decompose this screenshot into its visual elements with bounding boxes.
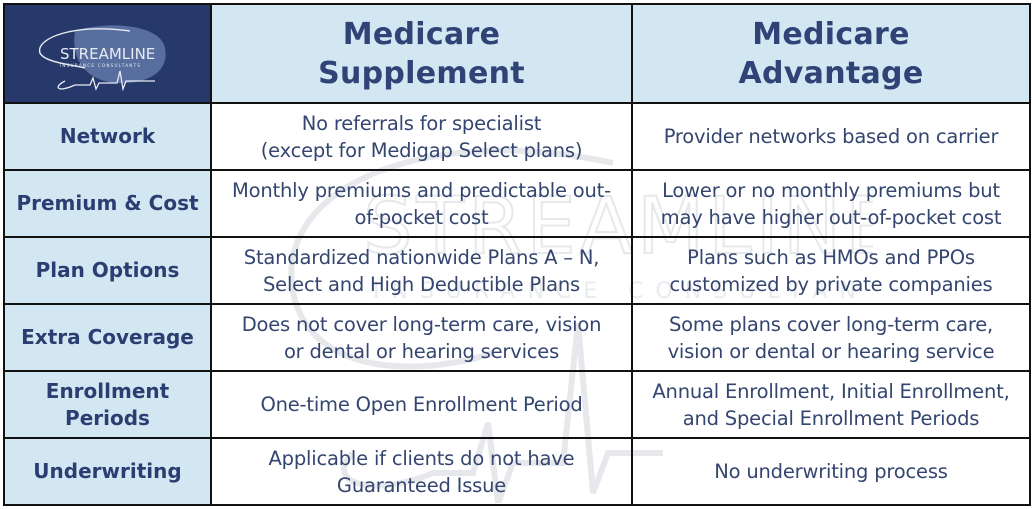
advantage-cell: Plans such as HMOs and PPOs customized b… bbox=[631, 236, 1031, 305]
cell-text: may have higher out-of-pocket cost bbox=[660, 205, 1002, 229]
cell-text: or dental or hearing services bbox=[283, 339, 560, 363]
cell-text: (except for Medigap Select plans) bbox=[260, 138, 583, 162]
advantage-cell: Some plans cover long-term care, vision … bbox=[631, 303, 1031, 372]
cell-text: Select and High Deductible Plans bbox=[262, 272, 581, 296]
advantage-cell: Annual Enrollment, Initial Enrollment, a… bbox=[631, 370, 1031, 439]
cell-text: One-time Open Enrollment Period bbox=[260, 393, 583, 416]
cell-text: and Special Enrollment Periods bbox=[682, 406, 980, 430]
medicare-comparison-table: STREAMLINE INSURANCE CONSULTANTS Medicar… bbox=[3, 3, 1031, 506]
cell-text: Standardized nationwide Plans A – N, bbox=[243, 245, 600, 269]
row-label-text: Network bbox=[59, 124, 156, 148]
cell-text: customized by private companies bbox=[669, 272, 993, 296]
cell-text: No referrals for specialist bbox=[301, 111, 542, 135]
row-label: Plan Options bbox=[3, 236, 212, 305]
row-label: Underwriting bbox=[3, 437, 212, 506]
advantage-cell: Provider networks based on carrier bbox=[631, 102, 1031, 171]
row-label: Extra Coverage bbox=[3, 303, 212, 372]
table-row-plan-options: Plan Options Standardized nationwide Pla… bbox=[3, 236, 1031, 305]
row-label-text: Periods bbox=[65, 405, 150, 430]
row-label-text: Extra Coverage bbox=[21, 325, 194, 349]
logo-cell: STREAMLINE INSURANCE CONSULTANTS bbox=[3, 3, 212, 104]
supplement-cell: Applicable if clients do not have Guaran… bbox=[210, 437, 633, 506]
cell-text: Guaranteed Issue bbox=[336, 473, 507, 497]
cell-text: Applicable if clients do not have bbox=[268, 446, 575, 470]
column-header-medicare-supplement: Medicare Supplement bbox=[210, 3, 633, 104]
svg-text:INSURANCE CONSULTANTS: INSURANCE CONSULTANTS bbox=[60, 63, 141, 68]
supplement-cell: Does not cover long-term care, vision or… bbox=[210, 303, 633, 372]
cell-text: Lower or no monthly premiums but bbox=[662, 178, 1000, 202]
comparison-table-wrapper: STREAMLINE INSURANCE CONSULTANTS STREAML… bbox=[3, 3, 1031, 506]
streamline-logo-icon: STREAMLINE INSURANCE CONSULTANTS bbox=[39, 25, 166, 92]
column-header-line: Medicare bbox=[342, 16, 501, 52]
cell-text: Does not cover long-term care, vision bbox=[241, 312, 602, 336]
row-label-text: Plan Options bbox=[35, 258, 180, 282]
row-label-text: Underwriting bbox=[33, 459, 182, 483]
advantage-cell: No underwriting process bbox=[631, 437, 1031, 506]
advantage-cell: Lower or no monthly premiums but may hav… bbox=[631, 169, 1031, 238]
column-header-line: Medicare bbox=[752, 16, 910, 52]
table-row-underwriting: Underwriting Applicable if clients do no… bbox=[3, 437, 1031, 506]
cell-text: of-pocket cost bbox=[354, 205, 489, 229]
svg-text:STREAMLINE: STREAMLINE bbox=[60, 45, 155, 63]
cell-text: No underwriting process bbox=[714, 460, 948, 483]
table-row-network: Network No referrals for specialist (exc… bbox=[3, 102, 1031, 171]
column-header-line: Supplement bbox=[318, 55, 525, 91]
supplement-cell: No referrals for specialist (except for … bbox=[210, 102, 633, 171]
cell-text: Monthly premiums and predictable out- bbox=[232, 178, 611, 202]
table-row-extra-coverage: Extra Coverage Does not cover long-term … bbox=[3, 303, 1031, 372]
column-header-line: Advantage bbox=[738, 55, 924, 91]
cell-text: Provider networks based on carrier bbox=[663, 125, 999, 148]
row-label: Enrollment Periods bbox=[3, 370, 212, 439]
supplement-cell: One-time Open Enrollment Period bbox=[210, 370, 633, 439]
row-label-text: Premium & Cost bbox=[16, 191, 199, 215]
cell-text: Plans such as HMOs and PPOs bbox=[687, 245, 975, 269]
supplement-cell: Monthly premiums and predictable out- of… bbox=[210, 169, 633, 238]
cell-text: Some plans cover long-term care, bbox=[668, 312, 994, 336]
cell-text: vision or dental or hearing service bbox=[667, 339, 995, 363]
supplement-cell: Standardized nationwide Plans A – N, Sel… bbox=[210, 236, 633, 305]
table-row-enrollment-periods: Enrollment Periods One-time Open Enrollm… bbox=[3, 370, 1031, 439]
header-row: STREAMLINE INSURANCE CONSULTANTS Medicar… bbox=[3, 3, 1031, 104]
row-label: Network bbox=[3, 102, 212, 171]
cell-text: Annual Enrollment, Initial Enrollment, bbox=[652, 379, 1010, 403]
row-label: Premium & Cost bbox=[3, 169, 212, 238]
column-header-medicare-advantage: Medicare Advantage bbox=[631, 3, 1031, 104]
table-row-premium-cost: Premium & Cost Monthly premiums and pred… bbox=[3, 169, 1031, 238]
row-label-text: Enrollment bbox=[45, 378, 170, 403]
